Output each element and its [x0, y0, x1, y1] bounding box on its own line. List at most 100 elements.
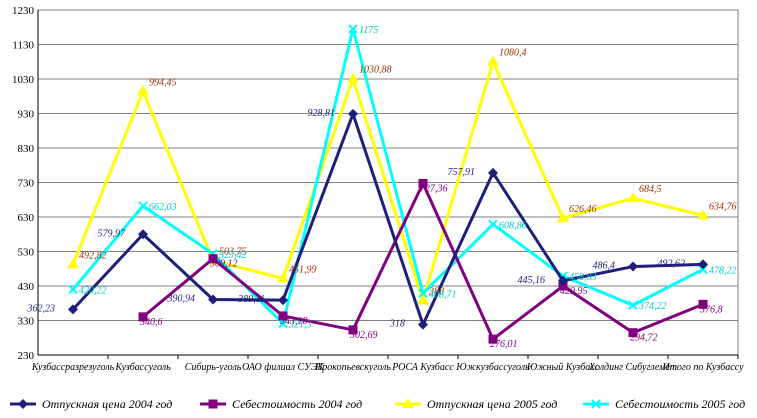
- data-label: 684,5: [639, 184, 662, 195]
- legend-label: Отпускная цена 2005 год: [427, 397, 557, 411]
- data-label: 389,11: [237, 294, 265, 305]
- data-label: 302,69: [349, 330, 378, 341]
- data-label: 445,16: [518, 275, 546, 286]
- data-label: 362,23: [27, 303, 56, 314]
- data-point: [698, 299, 708, 309]
- data-label: 390,94: [167, 293, 196, 304]
- x-tick-label: Холдинг Сибуглемет: [588, 362, 677, 373]
- data-label: 451,99: [289, 264, 317, 275]
- data-label: 492,82: [79, 250, 107, 261]
- data-label: 503,75: [219, 247, 247, 258]
- data-point: [418, 288, 428, 299]
- data-point: [208, 399, 218, 409]
- data-point: [138, 312, 148, 322]
- series-1: [68, 108, 708, 330]
- data-label: 408,71: [429, 289, 457, 300]
- data-label: 376,8: [699, 304, 723, 315]
- data-label: 662,03: [149, 202, 177, 213]
- data-point: [278, 311, 288, 321]
- data-label: 343,18: [279, 316, 308, 327]
- data-label: 523,42: [219, 250, 247, 261]
- data-point: [278, 295, 288, 306]
- data-point: [487, 55, 499, 66]
- data-point: [628, 300, 638, 310]
- data-label: 420,22: [79, 285, 107, 296]
- data-label: 1030,88: [359, 65, 392, 76]
- y-tick-label: 330: [18, 316, 35, 328]
- y-axis-ticks: 230 330 430 530 630 730 830 930 1030 1130 1230: [12, 5, 35, 362]
- data-point: [698, 259, 708, 270]
- y-tick-label: 930: [18, 109, 35, 121]
- data-label: 634,76: [709, 201, 737, 212]
- data-label: 626,46: [569, 204, 597, 215]
- x-tick-label: РОСА Кузбасс: [391, 362, 454, 373]
- data-point: [697, 209, 709, 220]
- data-label: 388: [428, 286, 444, 297]
- data-label: 994,45: [149, 77, 177, 88]
- data-point: [591, 399, 601, 409]
- y-tick-label: 230: [18, 350, 35, 362]
- data-label: 276,01: [490, 339, 518, 350]
- data-label: 478,22: [709, 265, 737, 276]
- data-point: [557, 212, 569, 223]
- legend-label: Себестоимость 2005 год: [615, 397, 745, 411]
- data-label: 458,83: [569, 272, 597, 283]
- x-tick-label: Сибирь-уголь: [185, 362, 242, 373]
- legend: Отпускная цена 2004 год Себестоимость 200…: [10, 397, 745, 411]
- y-tick-label: 830: [18, 143, 35, 155]
- data-label: 374,22: [638, 301, 667, 312]
- data-point: [18, 399, 28, 409]
- series-group: [67, 24, 709, 344]
- data-point: [347, 72, 359, 83]
- data-point: [558, 281, 568, 291]
- data-label: 294,72: [630, 333, 658, 344]
- data-point: [418, 178, 428, 188]
- data-label: 340,6: [139, 317, 163, 328]
- data-label: 492,62: [658, 258, 686, 269]
- x-tick-label: Кузбассразрезуголь: [31, 362, 115, 373]
- data-label: 608,86: [499, 220, 527, 231]
- y-tick-label: 1230: [12, 5, 35, 17]
- x-tick-label: Южный Кузбасс: [526, 362, 600, 373]
- data-point: [417, 294, 429, 305]
- x-tick-label: ОАО филиал СУЭК: [242, 362, 325, 373]
- y-tick-label: 530: [18, 247, 35, 259]
- data-label: 509,12: [210, 259, 238, 270]
- data-point: [67, 258, 79, 269]
- data-label: 579,97: [98, 228, 127, 239]
- data-point: [348, 108, 358, 119]
- data-label: 486,4: [593, 261, 616, 272]
- data-label: 429,95: [560, 286, 588, 297]
- data-label: 727,36: [420, 183, 448, 194]
- data-point: [68, 284, 78, 295]
- data-point: [68, 304, 78, 315]
- series-line: [71, 27, 704, 326]
- x-tick-label: Прокопьевскуголь: [314, 362, 391, 373]
- data-point: [208, 254, 218, 264]
- series-2: [138, 178, 708, 344]
- legend-label: Отпускная цена 2004 год: [42, 397, 172, 411]
- data-point: [627, 192, 639, 203]
- data-point: [138, 229, 148, 240]
- data-point: [277, 272, 289, 283]
- x-axis-ticks: Кузбассразрезуголь Кузбассуголь Сибирь-уго…: [31, 355, 744, 373]
- data-point: [402, 398, 414, 408]
- x-tick-label: Итого по Кузбассу: [661, 362, 744, 373]
- data-label: 1080,4: [499, 48, 527, 59]
- data-point: [488, 167, 498, 178]
- y-tick-label: 1030: [12, 74, 35, 86]
- data-point: [348, 325, 358, 335]
- y-tick-label: 630: [18, 212, 35, 224]
- data-point: [278, 318, 288, 329]
- legend-label: Себестоимость 2004 год: [232, 397, 362, 411]
- series-line: [71, 112, 704, 327]
- data-point: [628, 261, 638, 272]
- data-point: [138, 201, 148, 211]
- x-tick-label: Кузбассуголь: [114, 362, 171, 373]
- data-point: [558, 275, 568, 286]
- y-tick-label: 430: [18, 281, 35, 293]
- y-tick-label: 1130: [12, 40, 34, 52]
- data-label: 321,3: [288, 320, 312, 331]
- y-tick-label: 730: [18, 178, 35, 190]
